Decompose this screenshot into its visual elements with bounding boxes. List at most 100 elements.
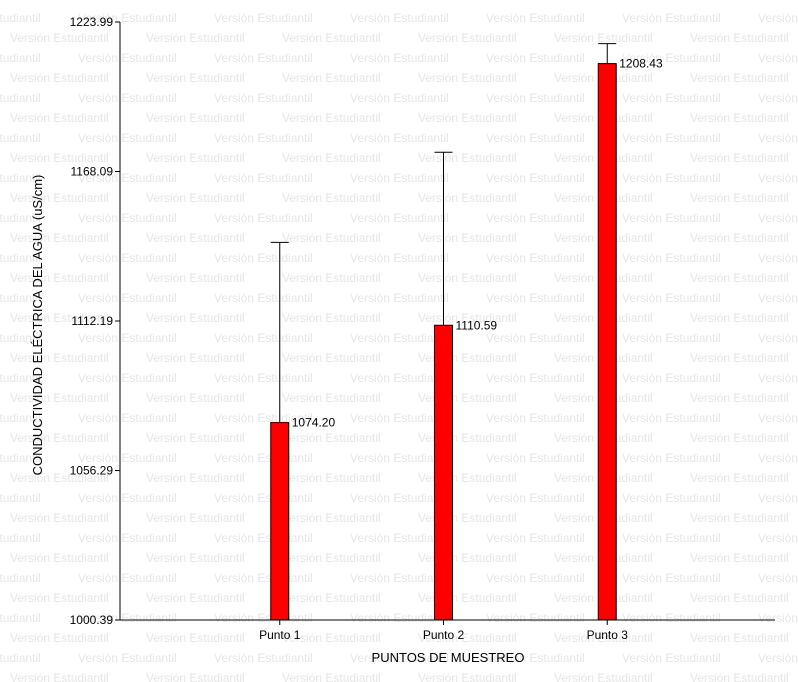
- watermark-text: Versión Estudiantil: [214, 91, 313, 105]
- watermark-text: Versión Estudiantil: [486, 611, 585, 625]
- bar: [597, 63, 617, 621]
- watermark-text: Versión Estudiantil: [350, 411, 449, 425]
- watermark-text: Versión Estudiantil: [418, 111, 517, 125]
- watermark-text: Versión Estudiantil: [690, 431, 789, 445]
- watermark-text: Versión Estudiantil: [10, 631, 109, 645]
- watermark-text: Versión Estudiantil: [418, 631, 517, 645]
- watermark-text: Versión Estudiantil: [282, 71, 381, 85]
- watermark-text: Versión Estudiantil: [78, 371, 177, 385]
- watermark-text: Versión Estudiantil: [78, 131, 177, 145]
- watermark-text: Versión Estudiantil: [486, 291, 585, 305]
- watermark-text: Versión Estudiantil: [418, 31, 517, 45]
- watermark-text: Versión Estudiantil: [690, 631, 789, 645]
- watermark-text: Versión Estudiantil: [78, 651, 177, 665]
- watermark-text: Versión Estudiantil: [622, 211, 721, 225]
- watermark-text: Versión Estudiantil: [10, 551, 109, 565]
- watermark-text: Versión Estudiantil: [214, 651, 313, 665]
- watermark-text: Versión Estudiantil: [758, 371, 798, 385]
- watermark-text: Versión Estudiantil: [282, 351, 381, 365]
- watermark-text: Versión Estudiantil: [10, 391, 109, 405]
- watermark-text: Versión Estudiantil: [622, 11, 721, 25]
- watermark-text: Versión Estudiantil: [0, 211, 41, 225]
- watermark-text: Versión Estudiantil: [10, 71, 109, 85]
- watermark-text: Versión Estudiantil: [350, 171, 449, 185]
- watermark-text: Versión Estudiantil: [0, 491, 41, 505]
- watermark-text: Versión Estudiantil: [486, 651, 585, 665]
- watermark-text: Versión Estudiantil: [486, 451, 585, 465]
- watermark-text: Versión Estudiantil: [282, 311, 381, 325]
- watermark-text: Versión Estudiantil: [214, 371, 313, 385]
- watermark-text: Versión Estudiantil: [622, 451, 721, 465]
- bar: [270, 422, 290, 621]
- watermark-text: Versión Estudiantil: [486, 251, 585, 265]
- watermark-text: Versión Estudiantil: [214, 291, 313, 305]
- watermark-text: Versión Estudiantil: [350, 371, 449, 385]
- watermark-text: Versión Estudiantil: [146, 191, 245, 205]
- y-tick-label: 1056.29: [70, 464, 114, 478]
- watermark-text: Versión Estudiantil: [78, 211, 177, 225]
- watermark-text: Versión Estudiantil: [10, 511, 109, 525]
- y-tick-label: 1223.99: [70, 15, 114, 29]
- watermark-text: Versión Estudiantil: [622, 131, 721, 145]
- watermark-text: Versión Estudiantil: [146, 231, 245, 245]
- watermark-text: Versión Estudiantil: [758, 451, 798, 465]
- watermark-text: Versión Estudiantil: [622, 411, 721, 425]
- watermark-text: Versión Estudiantil: [690, 511, 789, 525]
- watermark-text: Versión Estudiantil: [350, 291, 449, 305]
- watermark-text: Versión Estudiantil: [214, 51, 313, 65]
- watermark-text: Versión Estudiantil: [214, 331, 313, 345]
- watermark-text: Versión Estudiantil: [0, 451, 41, 465]
- watermark-text: Versión Estudiantil: [350, 491, 449, 505]
- watermark-text: Versión Estudiantil: [10, 31, 109, 45]
- watermark-text: Versión Estudiantil: [0, 411, 41, 425]
- watermark-text: Versión Estudiantil: [690, 31, 789, 45]
- watermark-text: Versión Estudiantil: [0, 611, 41, 625]
- watermark-text: Versión Estudiantil: [0, 51, 41, 65]
- watermark-text: Versión Estudiantil: [418, 391, 517, 405]
- watermark-text: Versión Estudiantil: [758, 211, 798, 225]
- watermark-text: Versión Estudiantil: [0, 291, 41, 305]
- watermark-text: Versión Estudiantil: [486, 331, 585, 345]
- watermark-text: Versión Estudiantil: [0, 171, 41, 185]
- watermark-text: Versión Estudiantil: [0, 651, 41, 665]
- watermark-text: Versión Estudiantil: [10, 671, 109, 682]
- watermark-text: Versión Estudiantil: [622, 651, 721, 665]
- watermark-text: Versión Estudiantil: [418, 671, 517, 682]
- watermark-text: Versión Estudiantil: [486, 91, 585, 105]
- x-category-labels: Punto 1 Punto 2 Punto 3: [259, 620, 628, 642]
- watermark-text: Versión Estudiantil: [10, 351, 109, 365]
- watermark-text: Versión Estudiantil: [350, 91, 449, 105]
- watermark-text: Versión Estudiantil: [0, 531, 41, 545]
- watermark-text: Versión Estudiantil: [350, 251, 449, 265]
- watermark-text: Versión Estudiantil: [486, 211, 585, 225]
- watermark-text: Versión Estudiantil: [690, 671, 789, 682]
- watermark-text: Versión Estudiantil: [282, 631, 381, 645]
- watermark-text: Versión Estudiantil: [418, 351, 517, 365]
- watermark-text: Versión Estudiantil: [78, 611, 177, 625]
- watermark-text: Versión Estudiantil: [486, 171, 585, 185]
- watermark-text: Versión Estudiantil: [690, 471, 789, 485]
- watermark-text: Versión Estudiantil: [758, 531, 798, 545]
- watermark-text: Versión Estudiantil: [350, 131, 449, 145]
- watermark-text: Versión Estudiantil: [78, 451, 177, 465]
- watermark-text: Versión Estudiantil: [0, 131, 41, 145]
- watermark-text: Versión Estudiantil: [418, 71, 517, 85]
- watermark-text: Versión Estudiantil: [146, 511, 245, 525]
- watermark-text: Versión Estudiantil: [690, 151, 789, 165]
- watermark-text: Versión Estudiantil: [622, 531, 721, 545]
- watermark-text: Versión Estudiantil: [690, 191, 789, 205]
- watermark-text: Versión Estudiantil: [758, 491, 798, 505]
- watermark-text: Versión Estudiantil: [214, 491, 313, 505]
- watermark-text: Versión Estudiantil: [350, 11, 449, 25]
- watermark-text: Versión Estudiantil: [146, 391, 245, 405]
- y-tick-label: 1168.09: [71, 165, 114, 179]
- watermark-text: Versión Estudiantil: [622, 491, 721, 505]
- watermark-text: Versión Estudiantil: [758, 611, 798, 625]
- watermark-text: Versión Estudiantil: [0, 251, 41, 265]
- watermark-text: Versión Estudiantil: [146, 591, 245, 605]
- watermark-text: Versión Estudiantil: [282, 151, 381, 165]
- watermark-text: Versión Estudiantil: [690, 591, 789, 605]
- watermark-text: Versión Estudiantil: [282, 191, 381, 205]
- x-category-label: Punto 2: [423, 628, 465, 642]
- watermark-text: Versión Estudiantil: [622, 331, 721, 345]
